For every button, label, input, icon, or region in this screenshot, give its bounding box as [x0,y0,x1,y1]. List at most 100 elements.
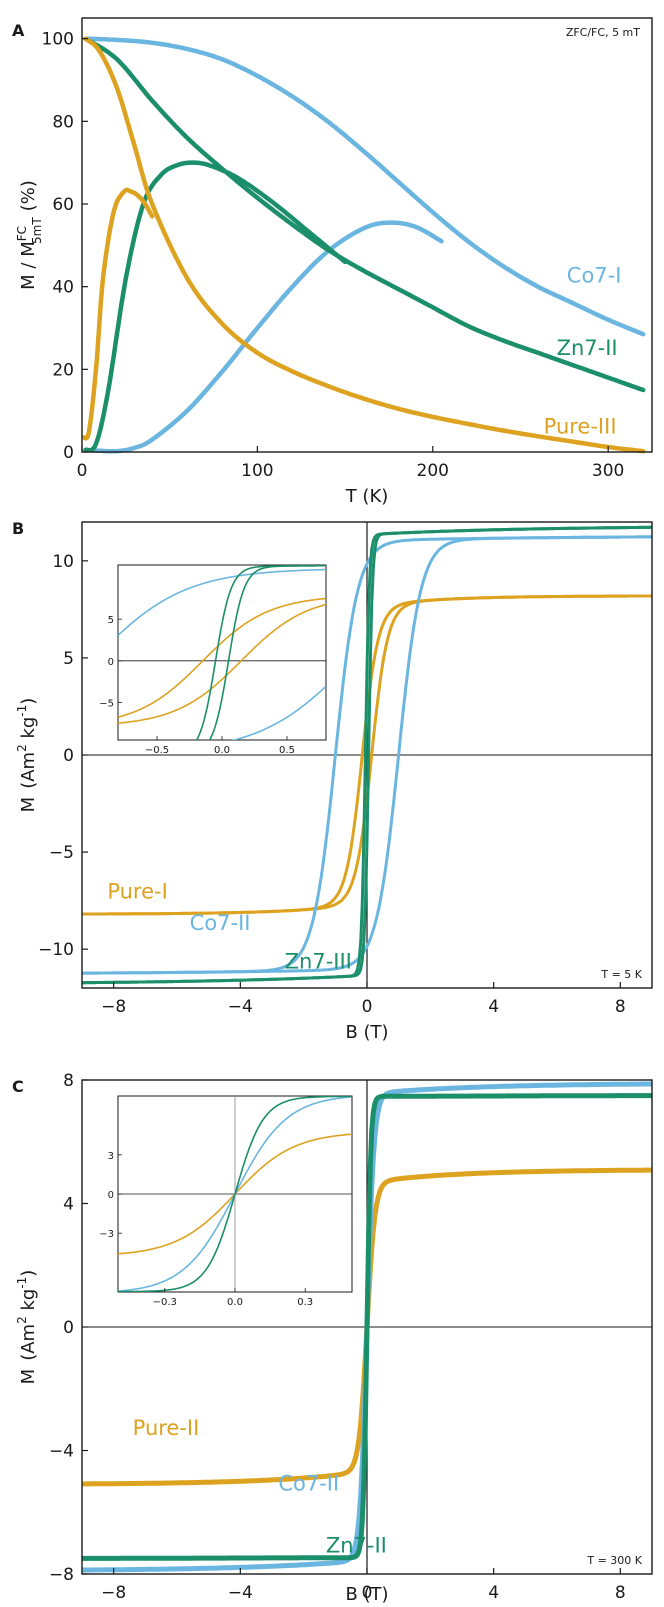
y-axis-title-base: M [18,797,39,813]
y-axis-title: M (Am2 kg-1) [15,1270,39,1385]
x-tick-label: 300 [592,461,624,481]
inset-x-tick-label: 0.0 [227,1297,243,1308]
plot-frame [81,17,653,453]
y-axis-title-unit-open: (Am [18,752,39,789]
inset-y-tick-label: −3 [99,1229,114,1240]
series-zn7-ii-zfc-line [83,160,348,453]
inset-x-tick-label: 0.0 [214,745,230,756]
inset-series-pure-i-descending-line [118,597,326,718]
chart-panel-c: C −0.3 0.0 0.3 −3 0 3 −8 −4 0 4 8 −8 −4 0 4 8 T = 300 K B … [12,1071,653,1605]
y-axis-title-kg: kg [18,1289,39,1317]
panel-annotation: T = 5 K [600,968,642,981]
inset-x-tick-label: 0.3 [297,1297,313,1308]
y-tick-label: 4 [63,1195,74,1215]
y-tick-label: −8 [49,1565,74,1585]
y-tick-label: 20 [52,360,74,380]
y-axis-title-sup: FC [15,226,29,241]
series-zn7-ii-fc-line [83,36,646,393]
series-co7-i-fc-line [83,36,646,337]
y-axis-title-unit-open: (Am [18,1324,39,1361]
y-tick-label: 8 [63,1071,74,1091]
y-axis-title: M / MFC5mT (%) [15,180,44,290]
x-tick-label: −8 [101,997,126,1017]
x-axis-title: B (T) [345,1584,388,1605]
x-tick-label: 4 [488,1583,499,1603]
inset-y-tick-label: −5 [99,699,114,710]
y-tick-label: 0 [63,443,74,463]
x-tick-label: −4 [228,997,253,1017]
y-axis-title: M (Am2 kg-1) [15,698,39,813]
chart-panel-a: A ZFC/FC, 5 mT 0 100 200 300 0 20 40 60 80 100 T (K)… [12,17,653,507]
x-tick-label: 0 [77,461,88,481]
y-tick-label: 60 [52,195,74,215]
inset-y-tick-label: 0 [108,1190,114,1201]
series-zn7-ii-ascending-line [81,1093,653,1561]
y-tick-label: 100 [42,30,74,50]
x-tick-label: 200 [417,461,449,481]
series-co7-i-zfc-line [83,220,444,454]
y-axis-title-unit-close: ) [18,698,39,705]
y-axis-title-kg: kg [18,717,39,745]
x-tick-label: −4 [228,1583,253,1603]
inset-series-pure-i-ascending-line [118,603,326,724]
inset-series-zn7-iii-descending-line [195,565,326,740]
inset-chart: −0.3 0.0 0.3 −3 0 3 [99,1095,353,1308]
series-label-zn7-ii: Zn7-II [326,1533,387,1557]
y-tick-label: 40 [52,278,74,298]
x-tick-label: 0 [362,1583,373,1603]
y-tick-label: −4 [49,1442,74,1462]
x-tick-label: 0 [362,997,373,1017]
y-axis-title-sup-2: 2 [15,1316,29,1324]
y-tick-label: 0 [63,746,74,766]
y-tick-label: −5 [49,843,74,863]
series-pure-iii-fc-line [83,36,646,454]
panel-annotation: T = 300 K [586,1554,642,1567]
inset-x-tick-label: 0.5 [279,745,295,756]
inset-y-tick-label: 0 [108,657,114,668]
chart-panel-b: B −0.5 0.0 0.5 −5 0 5 −8 −4 0 4 8 −10 −5 0 5 10 T = 5 K B … [12,519,653,1043]
inset-x-tick-label: −0.5 [145,745,169,756]
inset-y-tick-label: 3 [108,1151,114,1162]
inset-series-co7-ii-ascending-line [231,685,326,740]
inset-y-tick-label: 5 [108,615,114,626]
y-tick-label: 80 [52,112,74,132]
series-pure-iii-zfc-line [81,187,155,441]
panel-annotation: ZFC/FC, 5 mT [566,26,640,39]
x-tick-label: 8 [615,997,626,1017]
y-axis-title-base: M [18,1369,39,1385]
x-tick-label: 100 [241,461,273,481]
series-label-pure-iii: Pure-III [544,414,617,438]
y-tick-label: 10 [52,552,74,572]
series-label-zn7-iii: Zn7-III [285,950,352,974]
inset-frame [117,564,327,741]
inset-curves [118,565,326,740]
inset-curves [118,1096,352,1292]
y-tick-label: 0 [63,1318,74,1338]
inset-series-co7-ii-descending-line [118,568,326,637]
y-axis-title-sup-2: 2 [15,744,29,752]
y-axis-title-sup-neg1: -1 [15,705,29,717]
series-label-co7-i: Co7-I [567,264,622,288]
x-tick-label: 8 [615,1583,626,1603]
y-tick-label: −10 [38,940,74,960]
series-label-pure-i: Pure-I [107,880,167,904]
y-axis-title-sub: 5mT [30,217,44,244]
inset-x-tick-label: −0.3 [153,1297,177,1308]
series-label-co7-ii: Co7-II [190,911,251,935]
y-axis-title-sup-neg1: -1 [15,1277,29,1289]
series-zn7-iii-descending-line [82,525,652,985]
inset-chart: −0.5 0.0 0.5 −5 0 5 [99,564,327,756]
x-tick-label: 4 [488,997,499,1017]
series-label-pure-ii: Pure-II [133,1416,200,1440]
inset-series-zn7-ii-ascending-line [118,1096,352,1292]
series-label-zn7-ii: Zn7-II [557,336,618,360]
y-axis-title-unit-close: ) [18,1270,39,1277]
y-tick-label: 5 [63,649,74,669]
series-label-co7-ii: Co7-II [278,1472,339,1496]
y-axis-title-base: M / M [18,241,39,290]
panel-label: A [12,21,25,40]
y-axis-title-unit: (%) [18,180,39,211]
x-tick-label: −8 [101,1583,126,1603]
x-axis-title: B (T) [345,1022,388,1043]
